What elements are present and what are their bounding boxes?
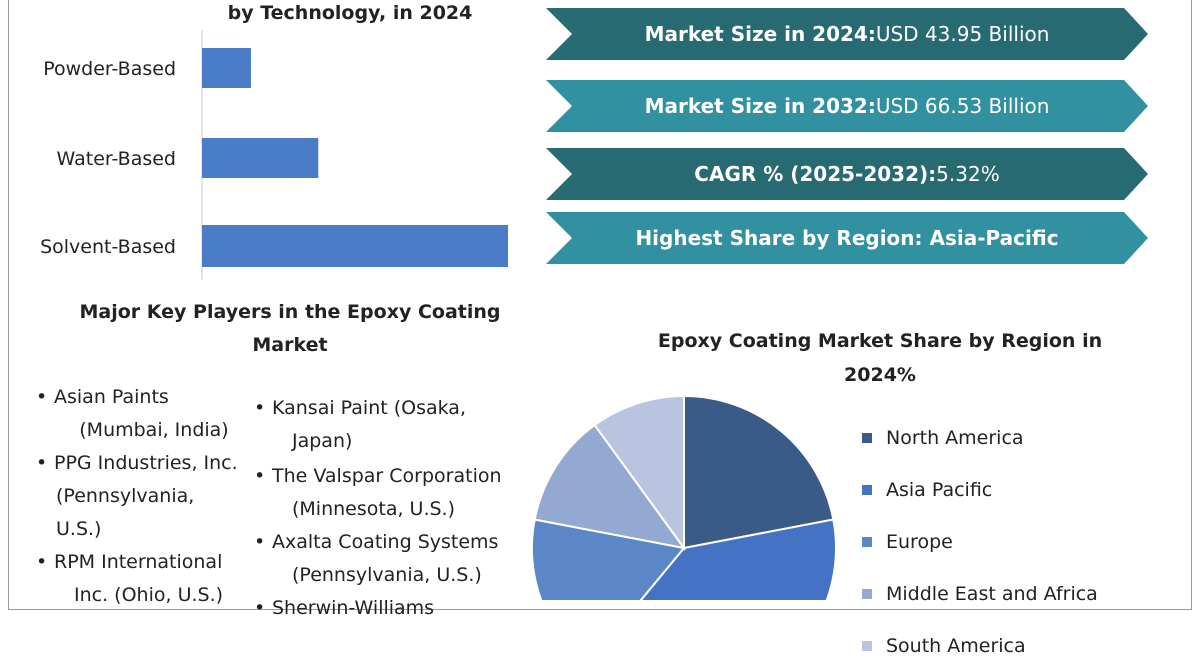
banner-label: Market Size in 2024: [644, 22, 876, 46]
banner-shape [546, 148, 1148, 200]
key-players-title-line1: Major Key Players in the Epoxy Coating [79, 301, 501, 323]
key-players-title-line2: Market [252, 334, 328, 356]
players-left-column: • Asian Paints (Mumbai, India) • PPG Indu… [34, 381, 254, 612]
player-location: Japan) [292, 430, 353, 452]
player-location-line2: U.S.) [56, 518, 102, 540]
legend-item: Europe [862, 516, 1098, 568]
list-item: • PPG Industries, Inc. (Pennsylvania, U.S.… [34, 447, 254, 546]
banner-shape [546, 8, 1148, 60]
banner-highest-share: Highest Share by Region: Asia-Pacific [546, 212, 1148, 264]
banner-value: 5.32% [936, 162, 1000, 186]
legend-swatch [862, 641, 872, 651]
player-location: Inc. (Ohio, U.S.) [74, 584, 224, 606]
player-name: Axalta Coating Systems [272, 531, 499, 553]
legend-item: Asia Pacific [862, 464, 1098, 516]
banner-label: Highest Share by Region: Asia-Pacific [635, 226, 1059, 250]
bullet-icon: • [36, 452, 48, 474]
legend-swatch [862, 589, 872, 599]
bullet-icon: • [254, 397, 266, 419]
list-item: • Sherwin-Williams [252, 592, 532, 625]
legend-item: North America [862, 412, 1098, 464]
list-item: • Asian Paints (Mumbai, India) [34, 381, 254, 447]
bar-solvent-based [202, 225, 508, 267]
bar-powder-based [202, 48, 251, 88]
legend-swatch [862, 537, 872, 547]
bullet-icon: • [254, 531, 266, 553]
player-location: (Pennsylvania, [56, 485, 195, 507]
banner-value: USD 66.53 Billion [875, 94, 1050, 118]
list-item: • Axalta Coating Systems (Pennsylvania, U… [252, 526, 532, 592]
pie-legend: North America Asia Pacific Europe Middle Ea… [862, 412, 1098, 672]
category-label: Powder-Based [43, 58, 176, 80]
banner-market-size-2024: Market Size in 2024: USD 43.95 Billion [546, 8, 1148, 60]
legend-label: South America [886, 635, 1026, 657]
legend-swatch [862, 433, 872, 443]
list-item: • RPM International Inc. (Ohio, U.S.) [34, 546, 254, 612]
banner-cagr: CAGR % (2025-2032): 5.32% [546, 148, 1148, 200]
category-label: Solvent-Based [40, 236, 176, 258]
legend-item: South America [862, 620, 1098, 672]
key-players-title: Major Key Players in the Epoxy Coating M… [50, 296, 530, 362]
legend-label: Middle East and Africa [886, 583, 1098, 605]
bar-water-based [202, 138, 319, 178]
legend-label: Europe [886, 531, 953, 553]
list-item: • The Valspar Corporation (Minnesota, U.S… [252, 460, 532, 526]
bullet-icon: • [36, 551, 48, 573]
legend-swatch [862, 485, 872, 495]
technology-bar-chart: Powder-Based Water-Based Solvent-Based [40, 30, 508, 280]
player-name: PPG Industries, Inc. [54, 452, 238, 474]
pie-title-line2: 2024% [844, 364, 916, 386]
bullet-icon: • [36, 386, 48, 408]
banner-label: CAGR % (2025-2032): [694, 162, 937, 186]
player-name: RPM International [54, 551, 223, 573]
player-location: (Pennsylvania, U.S.) [292, 564, 482, 586]
player-name: The Valspar Corporation [272, 465, 502, 487]
player-name: Sherwin-Williams [272, 597, 435, 619]
list-item: • Kansai Paint (Osaka, Japan) [252, 392, 532, 458]
bullet-icon: • [254, 465, 266, 487]
player-name: Asian Paints [54, 386, 169, 408]
player-location: (Mumbai, India) [79, 419, 229, 441]
legend-label: Asia Pacific [886, 479, 993, 501]
legend-label: North America [886, 427, 1024, 449]
legend-item: Middle East and Africa [862, 568, 1098, 620]
banner-market-size-2032: Market Size in 2032: USD 66.53 Billion [546, 80, 1148, 132]
banner-shape [546, 80, 1148, 132]
player-location: (Minnesota, U.S.) [292, 498, 456, 520]
pie-title-line1: Epoxy Coating Market Share by Region in [657, 330, 1103, 352]
player-name: Kansai Paint (Osaka, [272, 397, 466, 419]
banner-shape [546, 212, 1148, 264]
pie-chart-title: Epoxy Coating Market Share by Region in … [580, 324, 1180, 392]
banner-label: Market Size in 2032: [644, 94, 876, 118]
category-label: Water-Based [57, 148, 176, 170]
players-right-column: • Kansai Paint (Osaka, Japan) • The Valsp… [252, 392, 532, 625]
banner-value: USD 43.95 Billion [875, 22, 1050, 46]
bullet-icon: • [254, 597, 266, 619]
bar-chart-title: by Technology, in 2024 [227, 2, 473, 24]
